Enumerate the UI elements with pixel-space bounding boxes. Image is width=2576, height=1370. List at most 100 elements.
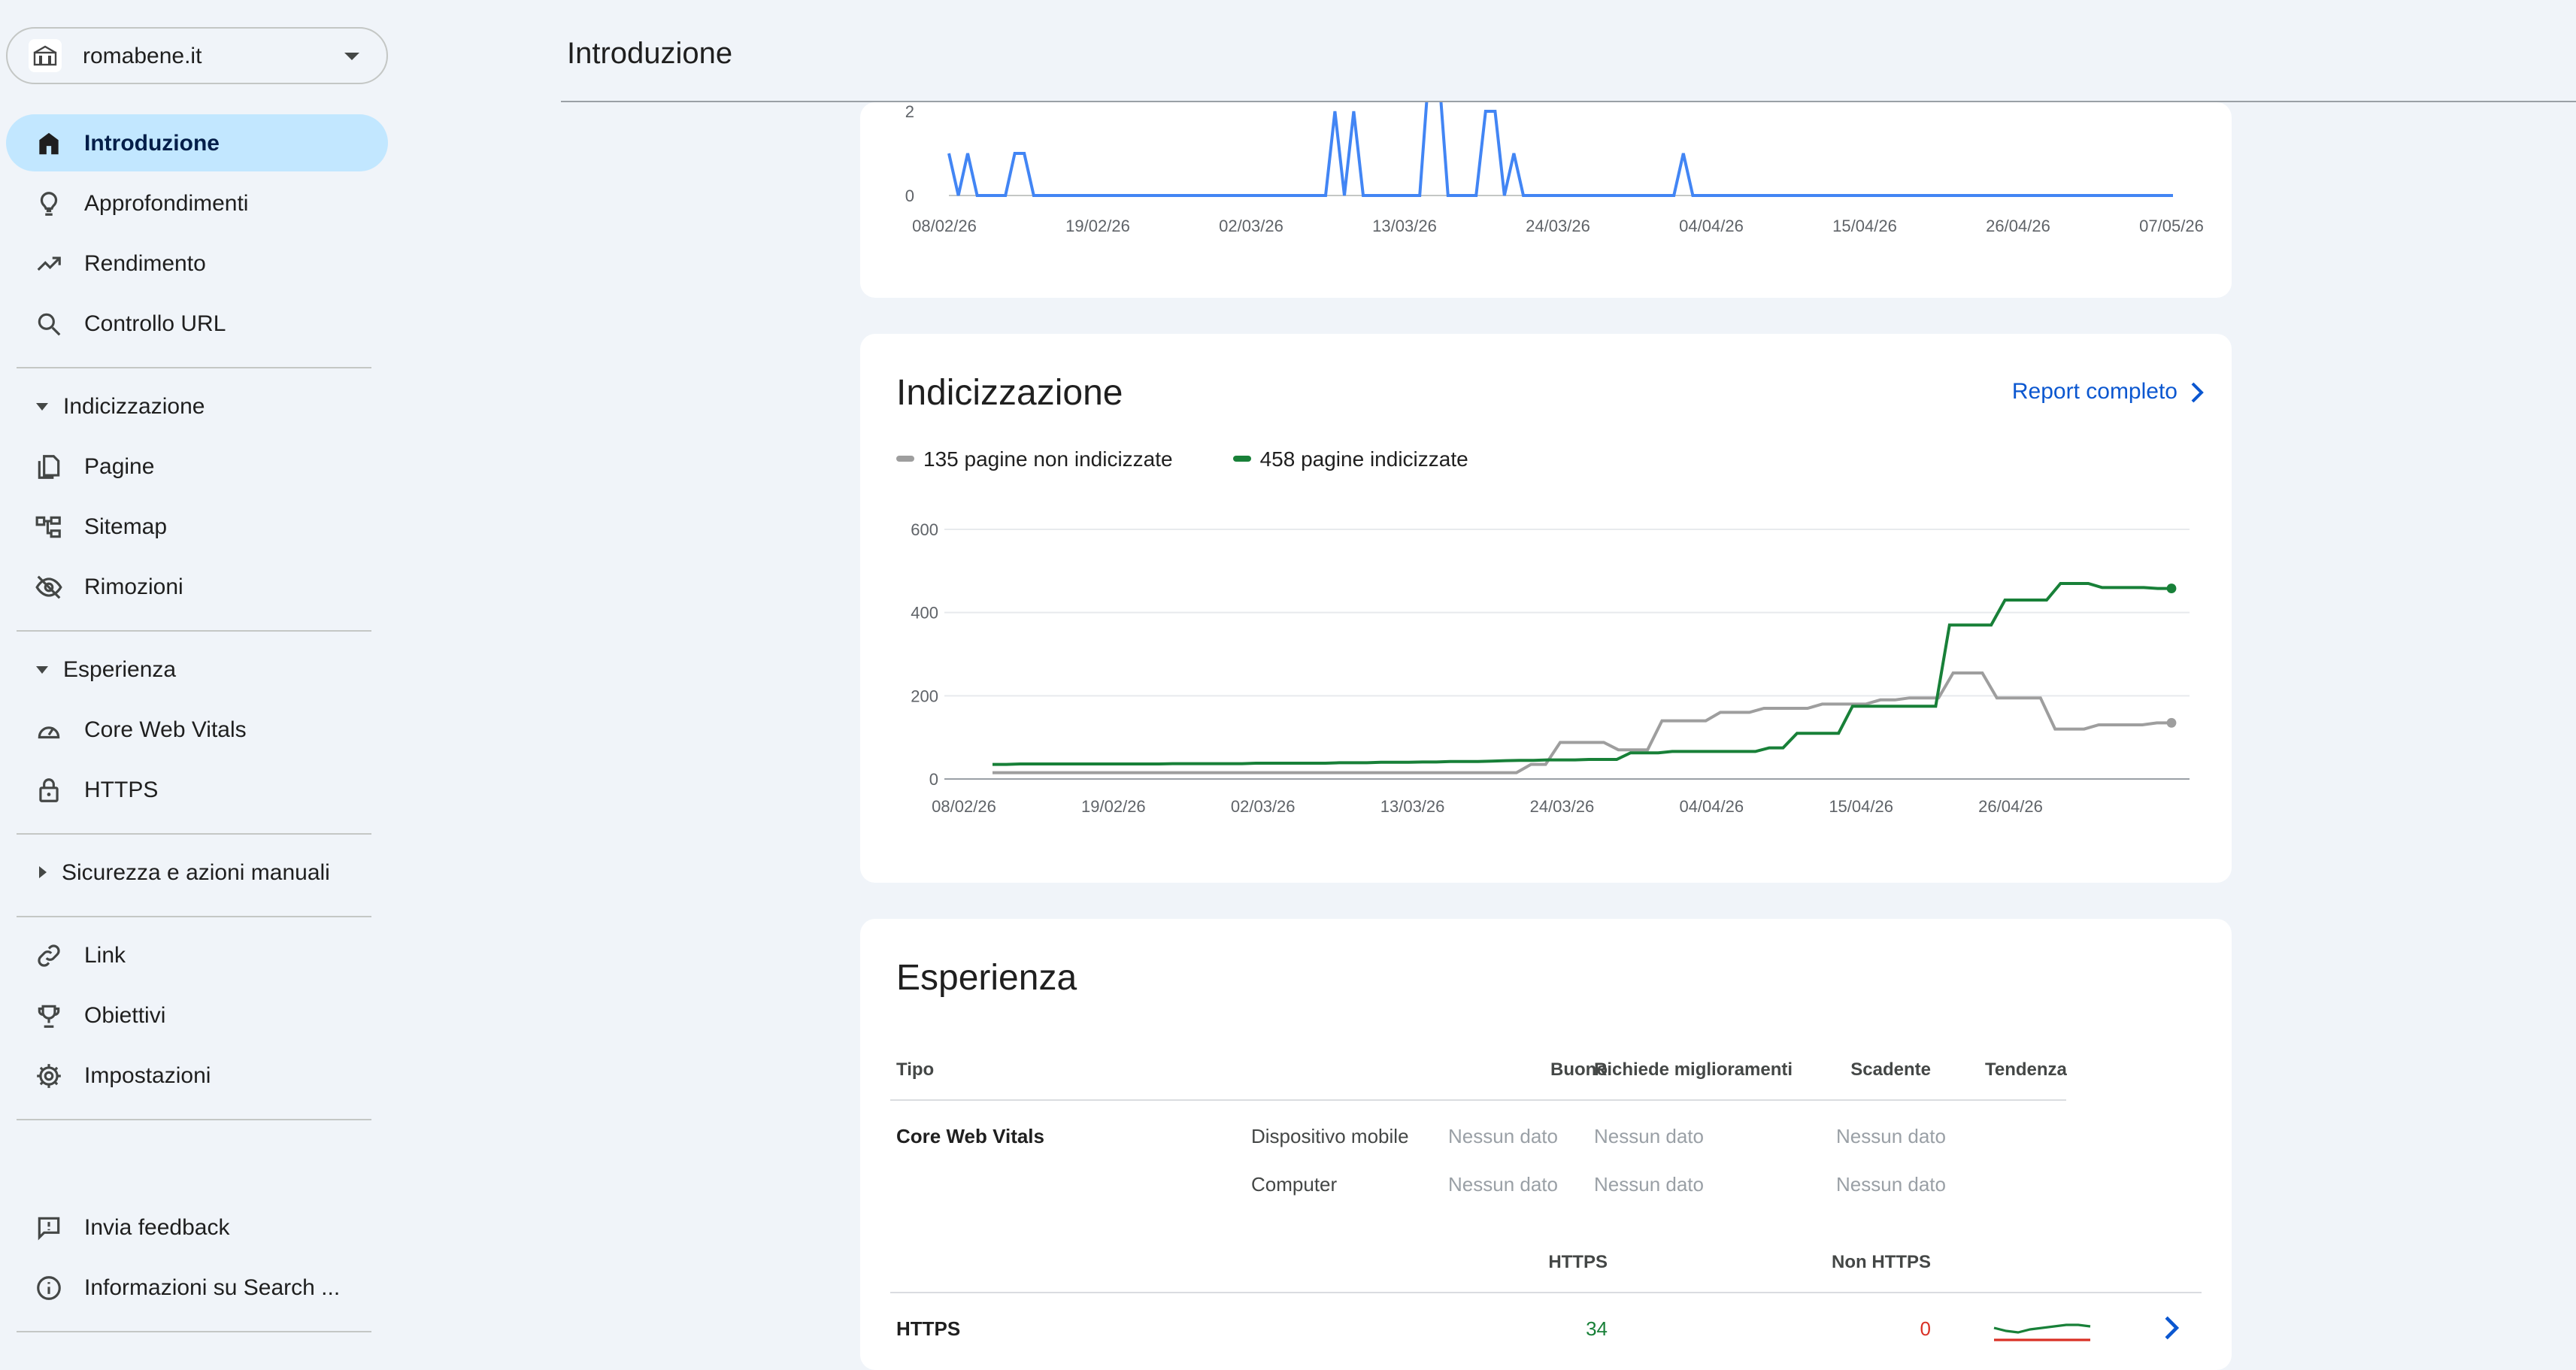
cwv-needs-value: Nessun dato <box>1594 1173 1704 1196</box>
sidebar-item-label: Rimozioni <box>84 574 183 599</box>
x-tick-label: 13/03/26 <box>1380 797 1445 816</box>
cwv-poor-value: Nessun dato <box>1836 1125 1946 1147</box>
sidebar-item-introduzione[interactable]: Introduzione <box>6 114 388 171</box>
x-tick-label: 07/05/26 <box>2139 217 2204 235</box>
sidebar-item-label: Approfondimenti <box>84 190 249 216</box>
cwv-good-value: Nessun dato <box>1448 1125 1558 1147</box>
legend-item-indexed[interactable]: 458 pagine indicizzate <box>1232 447 1468 471</box>
sidebar-divider <box>17 1119 371 1120</box>
x-tick-label: 19/02/26 <box>1081 797 1146 816</box>
sidebar-item-pagine[interactable]: Pagine <box>6 438 388 495</box>
table-divider <box>890 1099 2066 1101</box>
speed-icon <box>33 714 63 744</box>
gear-icon <box>33 1060 63 1090</box>
sidebar-item-informazioni[interactable]: Informazioni su Search ... <box>6 1259 388 1316</box>
header-divider <box>561 101 2576 102</box>
x-tick-label: 19/02/26 <box>1065 217 1130 235</box>
sidebar-divider <box>17 833 371 835</box>
chevron-down-icon <box>36 665 48 673</box>
x-tick-label: 26/04/26 <box>1986 217 2050 235</box>
sidebar-item-label: Sitemap <box>84 514 168 539</box>
experience-card: Esperienza Tipo Buono Richiede miglioram… <box>860 919 2232 1370</box>
x-tick-label: 08/02/26 <box>932 797 996 816</box>
section-sicurezza[interactable]: Sicurezza e azioni manuali <box>6 845 388 899</box>
https-trend-sparkline <box>1993 1323 2091 1341</box>
sidebar-item-controllo-url[interactable]: Controllo URL <box>6 295 388 352</box>
performance-chart: 0 2 08/02/26 19/02/26 02/03/26 13/03/26 24/03/… <box>905 102 2204 235</box>
x-tick-label: 08/02/26 <box>912 217 977 235</box>
info-icon <box>33 1272 63 1302</box>
sidebar-divider <box>17 367 371 368</box>
full-report-link[interactable]: Report completo <box>2012 379 2205 405</box>
sidebar-item-impostazioni[interactable]: Impostazioni <box>6 1047 388 1104</box>
y-tick-label: 400 <box>911 604 938 623</box>
site-favicon-icon <box>29 39 62 72</box>
sidebar-item-label: Rendimento <box>84 250 206 276</box>
cwv-label[interactable]: Core Web Vitals <box>896 1125 1044 1147</box>
sidebar-item-approfondimenti[interactable]: Approfondimenti <box>6 174 388 232</box>
indexing-legend: 135 pagine non indicizzate 458 pagine in… <box>896 447 1529 471</box>
x-tick-label: 24/03/26 <box>1530 797 1595 816</box>
cwv-needs-value: Nessun dato <box>1594 1125 1704 1147</box>
lightbulb-icon <box>33 188 63 218</box>
sidebar-item-https[interactable]: HTTPS <box>6 761 388 818</box>
clicks-series-line <box>947 102 2173 197</box>
section-indicizzazione[interactable]: Indicizzazione <box>6 379 388 433</box>
visibility-off-icon <box>33 571 63 602</box>
x-tick-label: 04/04/26 <box>1679 797 1744 816</box>
x-tick-label: 04/04/26 <box>1679 217 1744 235</box>
trending-up-icon <box>33 248 63 278</box>
col-header-trend: Tendenza <box>1985 1059 2067 1080</box>
sidebar-item-rimozioni[interactable]: Rimozioni <box>6 558 388 615</box>
y-tick-label: 0 <box>905 186 914 205</box>
property-selector[interactable]: romabene.it <box>6 27 388 84</box>
non-https-count: 0 <box>1920 1317 1931 1340</box>
x-tick-label: 15/04/26 <box>1829 797 1893 816</box>
experience-title: Esperienza <box>896 958 1077 999</box>
sidebar-item-invia-feedback[interactable]: Invia feedback <box>6 1199 388 1256</box>
section-esperienza[interactable]: Esperienza <box>6 642 388 696</box>
chevron-down-icon <box>344 53 359 60</box>
sidebar-item-label: HTTPS <box>84 777 159 802</box>
chevron-right-icon[interactable] <box>2162 1316 2181 1340</box>
y-tick-label: 600 <box>911 520 938 539</box>
sidebar-item-label: Invia feedback <box>84 1214 230 1240</box>
x-tick-label: 13/03/26 <box>1372 217 1437 235</box>
sidebar-divider <box>17 916 371 917</box>
legend-item-not-indexed[interactable]: 135 pagine non indicizzate <box>896 447 1173 471</box>
performance-card: 0 2 08/02/26 19/02/26 02/03/26 13/03/26 24/03/… <box>860 102 2232 298</box>
section-label: Esperienza <box>63 656 177 682</box>
indexing-card: Indicizzazione Report completo 135 pagin… <box>860 334 2232 883</box>
not-indexed-last-point <box>2166 717 2177 728</box>
home-icon <box>33 128 63 158</box>
section-label: Sicurezza e azioni manuali <box>62 859 330 885</box>
sitemap-icon <box>33 511 63 541</box>
trophy-icon <box>33 1000 63 1030</box>
sidebar-item-obiettivi[interactable]: Obiettivi <box>6 987 388 1044</box>
https-label[interactable]: HTTPS <box>896 1317 961 1340</box>
sidebar-divider <box>17 630 371 632</box>
sidebar-item-label: Core Web Vitals <box>84 717 247 742</box>
indexed-series-line <box>993 582 2171 766</box>
sidebar-item-sitemap[interactable]: Sitemap <box>6 498 388 555</box>
sidebar-item-rendimento[interactable]: Rendimento <box>6 235 388 292</box>
y-tick-label: 0 <box>929 770 938 789</box>
property-name: romabene.it <box>83 43 202 68</box>
sidebar-item-label: Controllo URL <box>84 311 226 336</box>
indexed-last-point <box>2166 583 2177 593</box>
cwv-poor-value: Nessun dato <box>1836 1173 1946 1196</box>
table-divider <box>890 1292 2202 1293</box>
pages-icon <box>33 451 63 481</box>
legend-label: 458 pagine indicizzate <box>1259 447 1468 471</box>
sidebar-item-link[interactable]: Link <box>6 926 388 984</box>
legend-swatch <box>896 456 914 462</box>
col-header-needs: Richiede miglioramenti <box>1594 1059 1793 1080</box>
search-icon <box>33 308 63 338</box>
x-tick-label: 15/04/26 <box>1832 217 1897 235</box>
col-header-type: Tipo <box>896 1059 935 1080</box>
chevron-right-icon <box>39 866 47 878</box>
col-header-https: HTTPS <box>1548 1251 1608 1272</box>
sidebar-item-label: Obiettivi <box>84 1002 166 1028</box>
full-report-label: Report completo <box>2011 379 2177 405</box>
sidebar-item-core-web-vitals[interactable]: Core Web Vitals <box>6 701 388 758</box>
